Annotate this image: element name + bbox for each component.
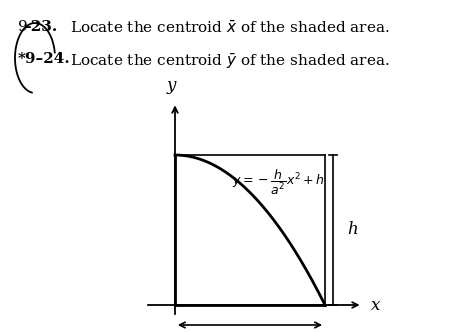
Text: 9: 9 — [18, 20, 28, 34]
Text: x: x — [371, 296, 380, 313]
Text: y: y — [166, 77, 176, 95]
Text: Locate the centroid $\bar{x}$ of the shaded area.: Locate the centroid $\bar{x}$ of the sha… — [70, 20, 390, 36]
Text: –23.: –23. — [23, 20, 57, 34]
Text: *9–24.: *9–24. — [18, 52, 71, 66]
Text: Locate the centroid $\bar{y}$ of the shaded area.: Locate the centroid $\bar{y}$ of the sha… — [70, 52, 390, 71]
Text: h: h — [347, 221, 358, 238]
Text: $y=-\dfrac{h}{a^2}x^2+h$: $y=-\dfrac{h}{a^2}x^2+h$ — [232, 167, 324, 197]
